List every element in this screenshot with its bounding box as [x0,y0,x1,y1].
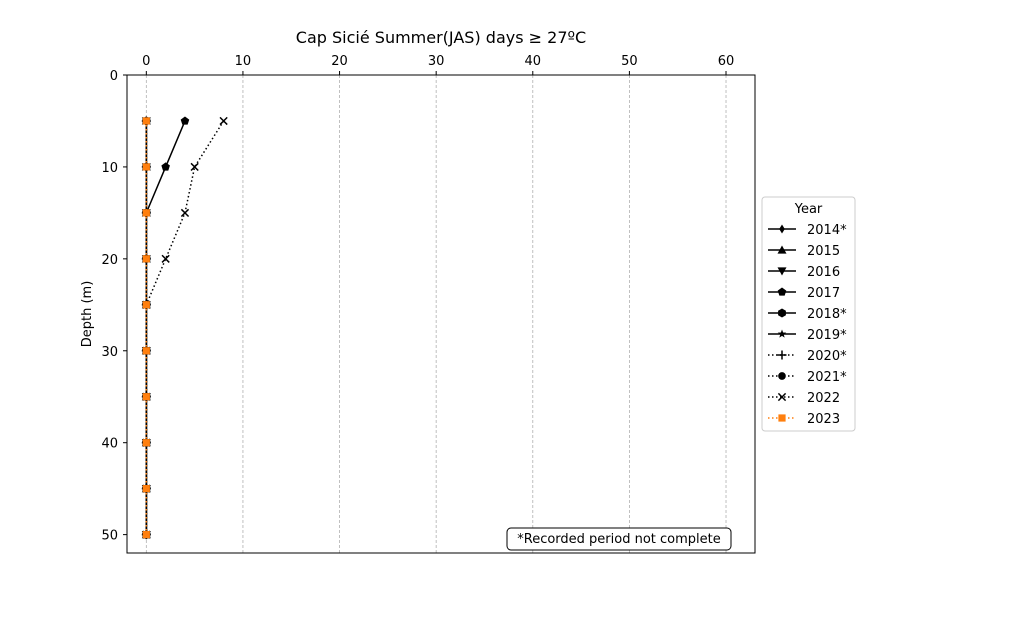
legend-marker [778,372,786,380]
legend-item: 2014* [768,223,847,238]
legend-label: 2019* [807,328,847,343]
annotation-text: *Recorded period not complete [517,532,721,547]
legend-marker [778,308,786,318]
data-point [180,116,190,125]
legend-title: Year [794,202,823,217]
x-tick-label: 30 [428,54,445,69]
legend-item: 2023 [768,412,840,427]
legend-marker [777,329,787,338]
axes: 0 10 20 30 40 50 60 0 10 20 30 40 50 [101,54,734,544]
plot-frame [126,74,756,554]
annotation-frame [506,527,732,551]
annotation-box: *Recorded period not complete [506,527,732,551]
data-point [161,254,170,263]
legend-item: 2022 [768,391,840,406]
legend-item: 2020* [768,349,847,364]
data-point [142,347,150,355]
legend-item: 2017 [768,286,840,301]
x-tick-label: 60 [718,54,735,69]
legend-label: 2018* [807,307,847,322]
y-tick-label: 30 [101,345,118,360]
series-layer [141,116,228,540]
data-point [142,531,150,539]
data-point [142,485,150,493]
legend-marker [777,287,787,296]
data-point [142,439,150,447]
data-point [142,117,150,125]
legend-marker [778,414,786,422]
legend-item: 2021* [768,370,847,385]
legend-label: 2023 [807,412,840,427]
legend-marker [779,224,785,234]
legend-items: 2014* 2015 2016 2017 2018* 2019* 2020* 2021* 202… [768,223,847,427]
legend-marker [777,392,787,402]
legend-item: 2015 [768,244,840,259]
data-point [142,301,150,309]
y-tick-label: 20 [101,253,118,268]
data-point [219,116,228,126]
legend-marker [777,350,787,360]
series-line [145,120,225,535]
legend-label: 2021* [807,370,847,385]
data-point [142,209,150,217]
legend: Year 2014* 2015 2016 2017 2018* 2019* 2020* 202… [761,196,856,432]
legend-item: 2019* [768,328,847,343]
legend-frame [761,196,856,432]
legend-marker [777,267,787,276]
chart-title: Cap Sicié Summer(JAS) days ≥ 27ºC [296,28,586,47]
data-point [190,162,199,172]
data-point [142,255,150,263]
legend-label: 2014* [807,223,847,238]
legend-item: 2016 [768,265,840,280]
x-tick-label: 40 [525,54,542,69]
x-tick-label: 0 [142,54,150,69]
y-tick-label: 50 [101,529,118,544]
legend-label: 2022 [807,391,840,406]
x-tick-label: 10 [235,54,252,69]
data-point [142,163,150,171]
x-tick-label: 50 [621,54,638,69]
y-tick-label: 10 [101,161,118,176]
y-tick-label: 0 [110,69,118,84]
data-point [180,208,190,218]
x-tick-label: 20 [331,54,348,69]
legend-label: 2015 [807,244,840,259]
data-point [161,162,170,171]
legend-item: 2018* [768,307,847,322]
legend-marker [777,245,787,254]
data-point [142,393,150,401]
legend-label: 2016 [807,265,840,280]
legend-label: 2017 [807,286,840,301]
y-tick-label: 40 [101,437,118,452]
series-2023 [142,117,150,539]
legend-label: 2020* [807,349,847,364]
y-axis-label: Depth (m) [80,281,95,348]
